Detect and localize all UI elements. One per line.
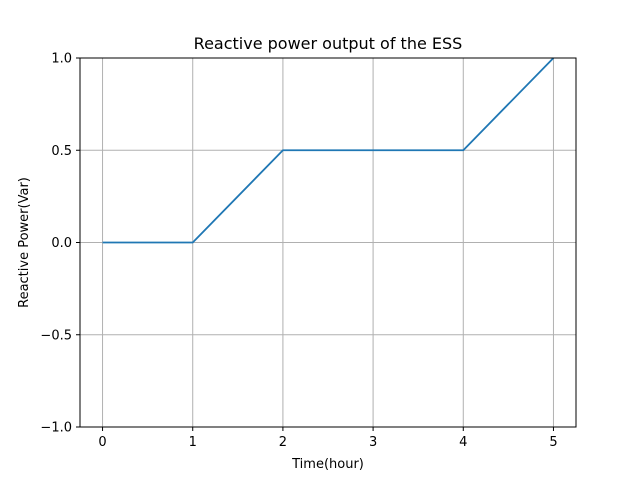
y-tick-label: 1.0	[51, 52, 72, 67]
series-layer	[102, 57, 555, 244]
y-tick-label: −1.0	[40, 421, 72, 436]
x-axis-ticks: 0 1 2 3 4 5	[98, 427, 558, 450]
x-tick-label: 5	[549, 435, 557, 450]
chart-title: Reactive power output of the ESS	[194, 34, 463, 53]
y-axis-ticks: −1.0 −0.5 0.0 0.5 1.0	[40, 52, 80, 436]
y-tick-label: 0.5	[51, 144, 72, 159]
x-axis-label: Time(hour)	[291, 457, 364, 472]
series-line	[102, 57, 555, 244]
x-tick-label: 4	[459, 435, 467, 450]
x-tick-label: 0	[98, 435, 106, 450]
y-tick-label: 0.0	[51, 236, 72, 251]
y-axis-label: Reactive Power(Var)	[17, 177, 32, 308]
y-tick-label: −0.5	[40, 328, 72, 343]
x-tick-label: 1	[189, 435, 197, 450]
x-tick-label: 2	[279, 435, 287, 450]
x-tick-label: 3	[369, 435, 377, 450]
